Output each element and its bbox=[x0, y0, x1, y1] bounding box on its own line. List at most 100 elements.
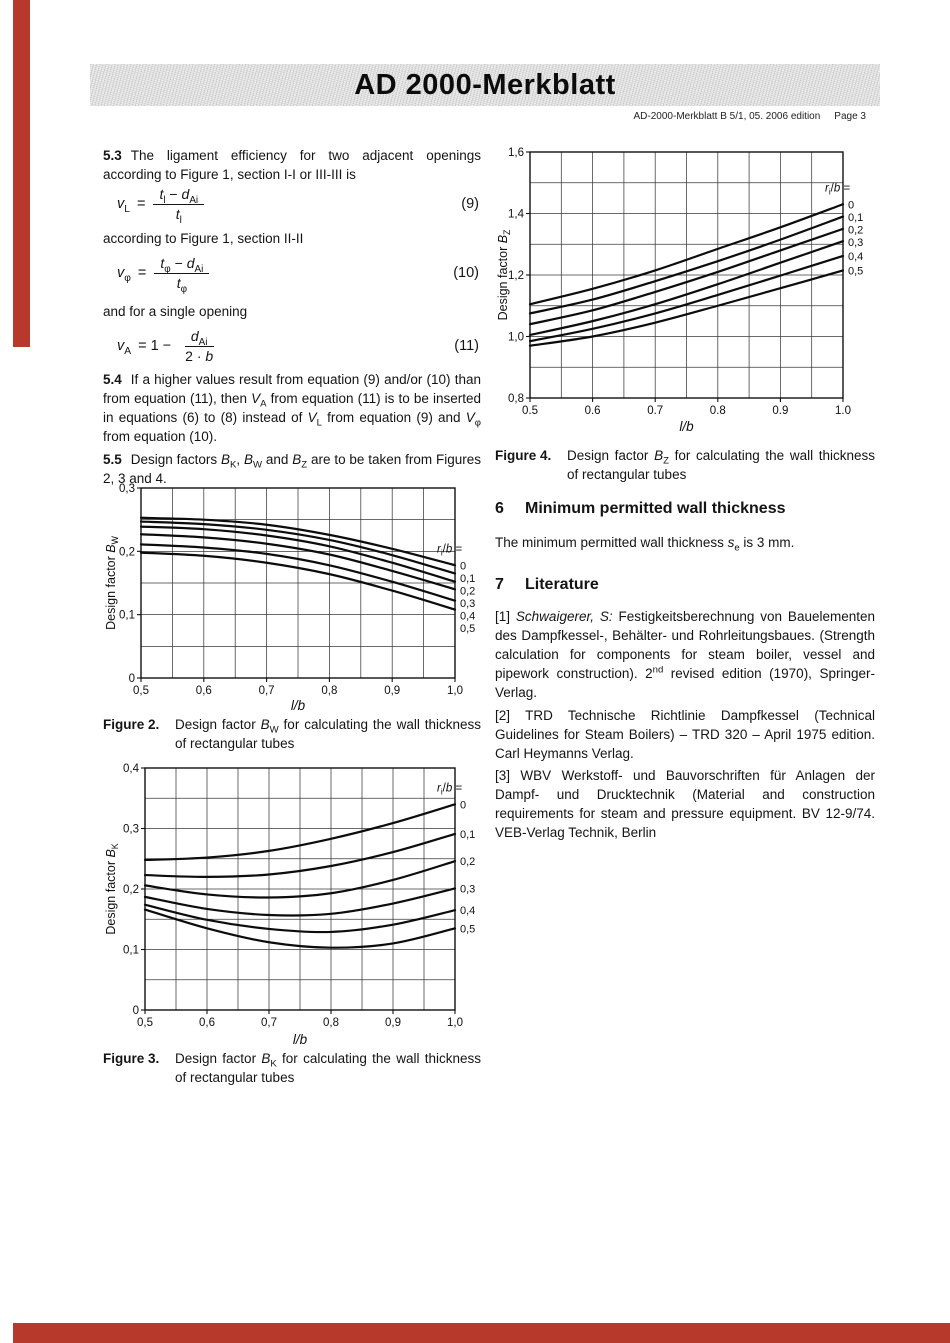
svg-text:0,3: 0,3 bbox=[460, 598, 475, 610]
section-5-4-paragraph: 5.4 If a higher values result from equati… bbox=[103, 370, 481, 446]
svg-text:1,0: 1,0 bbox=[447, 685, 463, 697]
svg-text:0,1: 0,1 bbox=[123, 945, 139, 957]
svg-text:1,0: 1,0 bbox=[447, 1017, 463, 1029]
svg-text:0,5: 0,5 bbox=[460, 923, 475, 935]
svg-text:0.6: 0.6 bbox=[585, 405, 601, 417]
svg-text:Design factor BW: Design factor BW bbox=[104, 535, 120, 629]
svg-text:1,4: 1,4 bbox=[508, 209, 525, 221]
red-left-margin-bar bbox=[13, 0, 30, 347]
section-title: Minimum permitted wall thickness bbox=[525, 500, 786, 517]
equation-11: vA = 1 − dAi 2 · b (11) bbox=[117, 327, 479, 364]
right-column: 0.5 0.6 0.7 0.8 0.9 1.0 0,8 1,0 1,2 1,4 1,6 0 0,1 0,2… bbox=[495, 0, 875, 1343]
page-number: Page 3 bbox=[834, 111, 866, 122]
svg-text:0: 0 bbox=[133, 1005, 139, 1017]
svg-text:0,8: 0,8 bbox=[323, 1017, 339, 1029]
svg-text:0,7: 0,7 bbox=[259, 685, 275, 697]
literature-item-3: [3] WBV Werkstoff- und Bauvorschriften f… bbox=[495, 768, 875, 840]
header-band: AD 2000-Merkblatt bbox=[90, 64, 880, 106]
section-number: 6 bbox=[495, 500, 504, 517]
svg-text:0,2: 0,2 bbox=[460, 856, 475, 868]
svg-text:l/b: l/b bbox=[293, 1032, 308, 1047]
equation-lead-single-opening: and for a single opening bbox=[103, 304, 248, 319]
svg-text:0,5: 0,5 bbox=[460, 623, 475, 635]
section-number: 7 bbox=[495, 576, 504, 593]
svg-text:l/b: l/b bbox=[291, 698, 306, 713]
svg-text:0,6: 0,6 bbox=[196, 685, 212, 697]
equation-9: vL = tl − dAi tl (9) bbox=[117, 185, 479, 226]
equation-10: vφ = tφ − dAi tφ (10) bbox=[117, 254, 479, 295]
section-text: The ligament efficiency for two adjacent… bbox=[103, 148, 481, 182]
svg-text:0: 0 bbox=[460, 560, 466, 572]
equation-lead-section-ii: according to Figure 1, section II-II bbox=[103, 231, 304, 246]
section-7-heading: 7 Literature bbox=[495, 576, 875, 594]
figure-label: Figure 2. bbox=[103, 717, 160, 732]
svg-text:ri/b =: ri/b = bbox=[825, 182, 850, 196]
figure-2-caption: Figure 2. Design factor BW for calculatin… bbox=[103, 716, 481, 753]
page-title: AD 2000-Merkblatt bbox=[354, 68, 616, 101]
svg-text:1,2: 1,2 bbox=[508, 270, 524, 282]
literature-item-2: [2] TRD Technische Richtlinie Dampfkesse… bbox=[495, 708, 875, 761]
figure-4-caption: Figure 4. Design factor BZ for calculatin… bbox=[495, 447, 875, 484]
figure-3-chart: 0,5 0,6 0,7 0,8 0,9 1,0 0 0,1 0,2 0,3 0,4 0 0,1 0,2 0,… bbox=[103, 757, 481, 1047]
section-text: Design factors BK, BW and BZ are to be t… bbox=[103, 452, 481, 486]
svg-text:0: 0 bbox=[460, 799, 466, 811]
svg-text:0,5: 0,5 bbox=[133, 685, 149, 697]
figure-4-chart: 0.5 0.6 0.7 0.8 0.9 1.0 0,8 1,0 1,2 1,4 1,6 0 0,1 0,2… bbox=[495, 142, 873, 434]
section-number: 5.4 bbox=[103, 372, 122, 387]
svg-text:0,1: 0,1 bbox=[460, 573, 475, 585]
svg-text:0,5: 0,5 bbox=[137, 1017, 153, 1029]
svg-text:0.8: 0.8 bbox=[710, 405, 726, 417]
svg-text:ri/b =: ri/b = bbox=[437, 543, 462, 557]
svg-text:0,8: 0,8 bbox=[508, 393, 524, 405]
svg-text:0,3: 0,3 bbox=[848, 237, 863, 249]
svg-text:0,1: 0,1 bbox=[848, 212, 863, 224]
section-6-paragraph: The minimum permitted wall thickness se … bbox=[495, 535, 795, 554]
svg-text:1,6: 1,6 bbox=[508, 147, 524, 159]
svg-text:0,9: 0,9 bbox=[384, 685, 400, 697]
section-6-heading: 6 Minimum permitted wall thickness bbox=[495, 500, 875, 518]
svg-text:0.5: 0.5 bbox=[522, 405, 538, 417]
svg-text:1,0: 1,0 bbox=[508, 332, 524, 344]
svg-text:0,4: 0,4 bbox=[460, 610, 475, 622]
svg-text:0,3: 0,3 bbox=[460, 883, 475, 895]
figure-caption-text: Design factor BZ for calculating the wal… bbox=[567, 448, 875, 482]
svg-text:0,4: 0,4 bbox=[848, 251, 863, 263]
svg-text:0,2: 0,2 bbox=[119, 546, 135, 558]
svg-text:1.0: 1.0 bbox=[835, 405, 851, 417]
svg-text:0,6: 0,6 bbox=[199, 1017, 215, 1029]
section-5-3-paragraph: 5.3 The ligament efficiency for two adjac… bbox=[103, 146, 481, 184]
svg-text:0,2: 0,2 bbox=[460, 585, 475, 597]
literature-item-1: [1] Schwaigerer, S: Festigkeitsberechnun… bbox=[495, 609, 875, 700]
edition-text: AD-2000-Merkblatt B 5/1, 05. 2006 editio… bbox=[633, 111, 821, 122]
svg-text:0,2: 0,2 bbox=[848, 224, 863, 236]
section-text: If a higher values result from equation … bbox=[103, 372, 482, 444]
section-5-5-paragraph: 5.5 Design factors BK, BW and BZ are to b… bbox=[103, 450, 481, 488]
svg-text:0,5: 0,5 bbox=[848, 265, 863, 277]
svg-text:0,2: 0,2 bbox=[123, 884, 139, 896]
figure-caption-text: Design factor BW for calculating the wal… bbox=[175, 717, 481, 751]
svg-text:0,3: 0,3 bbox=[119, 483, 135, 495]
svg-text:Design factor BK: Design factor BK bbox=[104, 843, 120, 934]
svg-text:0,9: 0,9 bbox=[385, 1017, 401, 1029]
svg-text:0: 0 bbox=[129, 673, 135, 685]
figure-label: Figure 4. bbox=[495, 448, 552, 463]
red-bottom-margin-bar bbox=[13, 1323, 950, 1343]
svg-text:0,1: 0,1 bbox=[460, 829, 475, 841]
svg-text:0.7: 0.7 bbox=[647, 405, 663, 417]
svg-text:0,4: 0,4 bbox=[123, 763, 140, 775]
figure-2-chart: 0,5 0,6 0,7 0,8 0,9 1,0 0 0,1 0,2 0,3 0 0,1 0,2 0,3 0,… bbox=[103, 483, 481, 713]
svg-text:Design factor BZ: Design factor BZ bbox=[496, 229, 512, 320]
svg-text:ri/b =: ri/b = bbox=[437, 782, 462, 796]
figure-3-caption: Figure 3. Design factor BK for calculatin… bbox=[103, 1050, 481, 1087]
section-number: 5.5 bbox=[103, 452, 122, 467]
svg-text:0,7: 0,7 bbox=[261, 1017, 277, 1029]
svg-text:l/b: l/b bbox=[679, 419, 694, 434]
section-number: 5.3 bbox=[103, 148, 122, 163]
svg-text:0,8: 0,8 bbox=[321, 685, 337, 697]
edition-line: AD-2000-Merkblatt B 5/1, 05. 2006 editio… bbox=[634, 111, 866, 122]
figure-label: Figure 3. bbox=[103, 1051, 160, 1066]
left-column: 5.3 The ligament efficiency for two adjac… bbox=[103, 0, 481, 1343]
figure-caption-text: Design factor BK for calculating the wal… bbox=[175, 1051, 482, 1085]
svg-text:0: 0 bbox=[848, 199, 854, 211]
